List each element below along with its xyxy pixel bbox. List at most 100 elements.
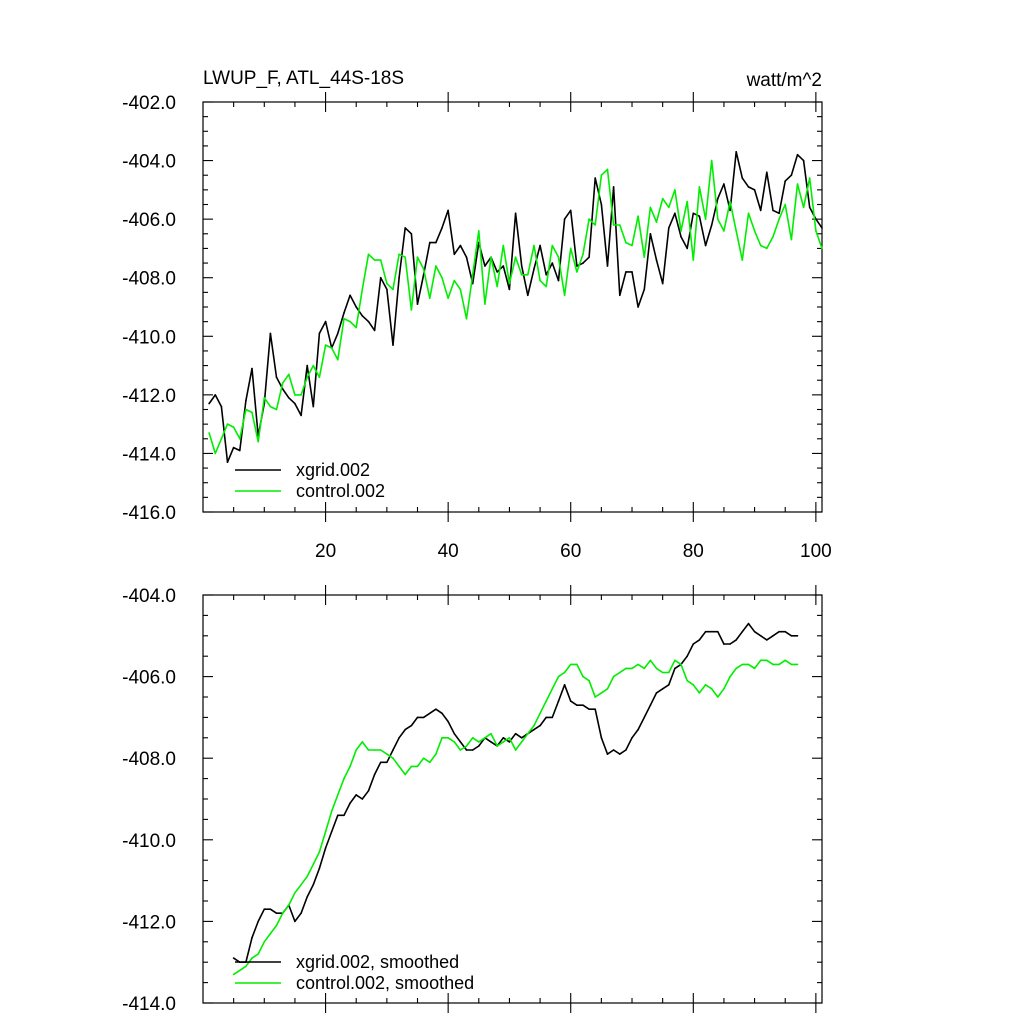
data-point [778,212,780,215]
data-point [533,728,535,731]
data-point [275,924,278,927]
data-point [300,394,302,396]
data-point [465,745,468,747]
data-point [698,639,701,641]
data-point [502,741,505,743]
data-point [343,814,345,817]
data-point [625,749,627,751]
x-tick-label: 80 [683,541,704,562]
data-point [514,256,517,259]
data-point [704,630,707,633]
data-point [539,724,541,727]
data-point [422,268,425,270]
data-point [465,256,468,259]
y-tick-label: -402.0 [122,93,176,114]
data-point [416,256,419,259]
data-point [214,394,217,396]
y-tick-label: -410.0 [122,831,176,852]
data-point [251,957,253,959]
data-point [490,256,492,259]
data-point [508,741,511,743]
data-point [747,663,750,666]
data-point [337,332,339,335]
data-point [637,306,639,308]
data-point [588,708,590,710]
data-point [410,765,413,768]
data-point [674,667,676,670]
data-point [539,279,541,282]
data-point [545,285,547,288]
data-point [379,761,382,764]
y-tick-label: -408.0 [122,269,176,290]
data-point [496,745,499,747]
data-point [582,253,584,256]
data-point [410,724,413,727]
data-point [594,708,596,710]
data-point [772,635,774,637]
data-point [821,247,823,250]
series-line-xgrid-002-smoothed [233,622,798,964]
data-point [232,957,235,959]
data-point [379,276,382,279]
data-point [441,276,443,279]
data-point [539,244,541,247]
data-point [435,241,437,244]
data-point [478,741,480,743]
data-point [594,177,596,179]
data-point [527,294,529,297]
data-point [692,212,695,215]
data-point [386,282,388,285]
data-point [288,373,290,376]
data-point [649,206,652,209]
data-point [582,262,584,264]
data-point [606,265,609,267]
data-point [269,405,272,408]
data-point [576,265,578,267]
data-point [520,265,523,267]
data-point [251,367,253,370]
data-point [704,218,707,220]
data-point [723,230,725,232]
data-point [692,259,695,261]
data-point [520,737,523,739]
data-point [619,671,621,674]
data-point [606,753,609,755]
data-point [569,247,572,250]
data-point [398,737,400,739]
data-point [367,253,370,256]
data-point [484,265,486,267]
data-point [649,704,652,706]
data-point [330,830,333,833]
data-point [361,741,364,743]
data-point [404,227,407,229]
data-point [239,449,241,452]
data-point [631,271,633,273]
data-point [717,630,719,633]
data-point [373,329,376,332]
data-point [796,663,799,666]
data-point [232,973,235,976]
data-point [257,920,260,923]
data-point [300,414,302,417]
data-point [239,438,241,440]
data-point [232,426,235,428]
data-point [784,630,786,633]
data-point [594,696,596,698]
data-point [306,376,309,379]
data-point [710,159,713,162]
data-point [802,159,805,162]
data-point [772,663,774,666]
data-point [416,716,419,719]
x-tick-label: 40 [438,541,459,562]
data-point [343,317,345,320]
data-point [668,206,670,209]
data-point [766,639,768,641]
data-point [288,397,290,399]
data-point [453,741,456,743]
data-point [453,279,456,282]
x-tick-label: 100 [800,541,832,562]
data-point [741,259,744,261]
data-point [324,320,327,323]
data-point [416,765,419,768]
